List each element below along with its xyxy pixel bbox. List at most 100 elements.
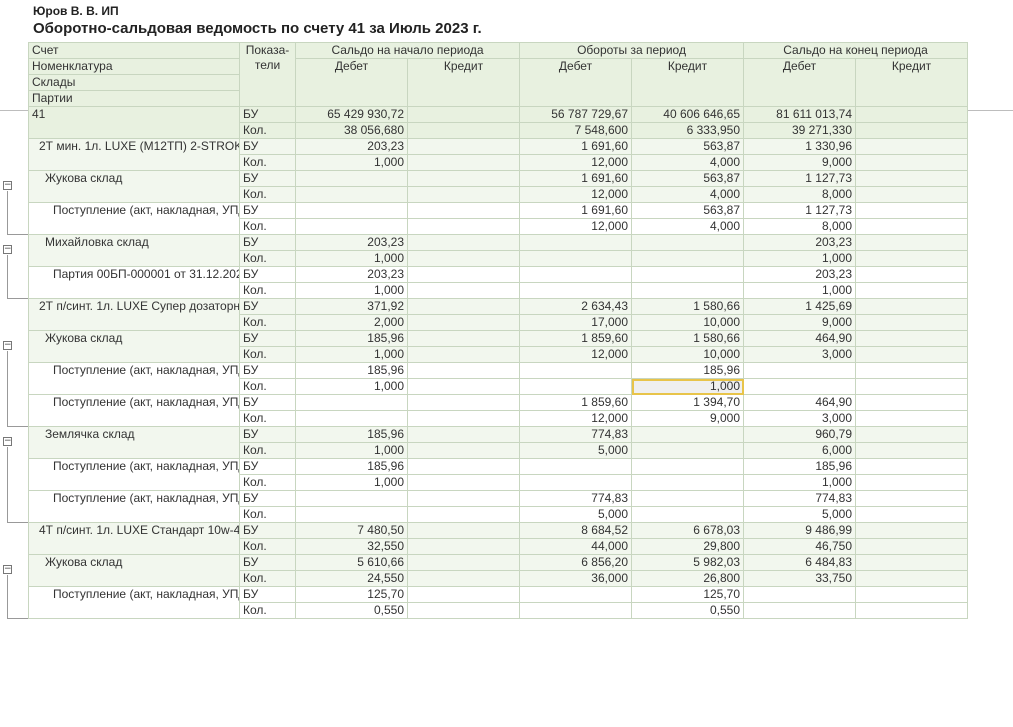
value-cell[interactable]: 0,550: [630, 602, 745, 619]
value-cell[interactable]: [295, 410, 408, 427]
row-name[interactable]: 41: [28, 106, 240, 139]
value-cell[interactable]: 1 127,73: [743, 170, 857, 187]
row-name[interactable]: 2Т мин. 1л. LUXE (M12ТП) 2-STROKE API TB…: [28, 138, 240, 171]
value-cell[interactable]: 1 425,69: [743, 298, 857, 315]
value-cell[interactable]: [407, 602, 520, 619]
value-cell[interactable]: [855, 490, 969, 507]
value-cell[interactable]: [855, 426, 969, 443]
value-cell[interactable]: 65 429 930,72: [295, 106, 408, 123]
value-cell[interactable]: [407, 570, 520, 587]
value-cell[interactable]: [407, 122, 520, 139]
value-cell[interactable]: 4,000: [630, 154, 745, 171]
value-cell[interactable]: [855, 442, 969, 459]
value-cell[interactable]: [407, 186, 520, 203]
value-cell[interactable]: 1 394,70: [630, 394, 745, 411]
value-cell[interactable]: 9 486,99: [743, 522, 857, 539]
value-cell[interactable]: 203,23: [295, 138, 408, 155]
value-cell[interactable]: 185,96: [630, 362, 745, 379]
collapse-group-icon[interactable]: −: [3, 435, 12, 446]
value-cell[interactable]: 32,550: [295, 538, 408, 555]
value-cell[interactable]: 9,000: [630, 410, 745, 427]
value-cell[interactable]: [855, 394, 969, 411]
value-cell[interactable]: 5 982,03: [630, 554, 745, 571]
value-cell[interactable]: 10,000: [630, 314, 745, 331]
value-cell[interactable]: 464,90: [743, 394, 857, 411]
value-cell[interactable]: [519, 282, 632, 299]
value-cell[interactable]: [407, 298, 520, 315]
value-cell[interactable]: [630, 458, 745, 475]
row-name[interactable]: Жукова склад: [28, 330, 240, 363]
value-cell[interactable]: 185,96: [743, 458, 857, 475]
row-name[interactable]: Партия 00БП-000001 от 31.12.2022 6:00:00: [28, 266, 240, 299]
indicator-cell[interactable]: Кол.: [239, 314, 296, 331]
value-cell[interactable]: [630, 474, 745, 491]
value-cell[interactable]: 5 610,66: [295, 554, 408, 571]
value-cell[interactable]: 36,000: [519, 570, 632, 587]
value-cell[interactable]: 26,800: [630, 570, 745, 587]
value-cell[interactable]: 12,000: [519, 410, 632, 427]
value-cell[interactable]: [407, 394, 520, 411]
value-cell[interactable]: [407, 346, 520, 363]
indicator-cell[interactable]: Кол.: [239, 218, 296, 235]
value-cell[interactable]: 1 859,60: [519, 394, 632, 411]
indicator-cell[interactable]: Кол.: [239, 602, 296, 619]
value-cell[interactable]: 10,000: [630, 346, 745, 363]
value-cell[interactable]: [519, 250, 632, 267]
value-cell[interactable]: [407, 106, 520, 123]
value-cell[interactable]: 38 056,680: [295, 122, 408, 139]
value-cell[interactable]: 33,750: [743, 570, 857, 587]
value-cell[interactable]: 6 333,950: [630, 122, 745, 139]
indicator-cell[interactable]: БУ: [239, 298, 296, 315]
indicator-cell[interactable]: БУ: [239, 202, 296, 219]
row-name[interactable]: Поступление (акт, накладная, УПД) 00НФ-0…: [28, 362, 240, 395]
value-cell[interactable]: 1 127,73: [743, 202, 857, 219]
value-cell[interactable]: [630, 266, 745, 283]
value-cell[interactable]: [855, 362, 969, 379]
value-cell[interactable]: [855, 330, 969, 347]
value-cell[interactable]: [407, 330, 520, 347]
value-cell[interactable]: 2,000: [295, 314, 408, 331]
value-cell[interactable]: [407, 282, 520, 299]
value-cell[interactable]: 24,550: [295, 570, 408, 587]
row-name[interactable]: Жукова склад: [28, 170, 240, 203]
value-cell[interactable]: [519, 266, 632, 283]
value-cell[interactable]: 125,70: [630, 586, 745, 603]
collapse-group-icon[interactable]: −: [3, 243, 12, 254]
value-cell[interactable]: [855, 458, 969, 475]
value-cell[interactable]: [407, 426, 520, 443]
indicator-cell[interactable]: Кол.: [239, 154, 296, 171]
value-cell[interactable]: [407, 234, 520, 251]
value-cell[interactable]: 8,000: [743, 218, 857, 235]
value-cell[interactable]: [407, 218, 520, 235]
collapse-group-icon[interactable]: −: [3, 563, 12, 574]
value-cell[interactable]: 46,750: [743, 538, 857, 555]
value-cell[interactable]: [855, 202, 969, 219]
value-cell[interactable]: [855, 154, 969, 171]
value-cell[interactable]: [855, 122, 969, 139]
value-cell[interactable]: 774,83: [519, 490, 632, 507]
indicator-cell[interactable]: БУ: [239, 554, 296, 571]
indicator-cell[interactable]: Кол.: [239, 538, 296, 555]
value-cell[interactable]: [630, 506, 745, 523]
value-cell[interactable]: [855, 170, 969, 187]
indicator-cell[interactable]: БУ: [239, 458, 296, 475]
indicator-cell[interactable]: Кол.: [239, 186, 296, 203]
indicator-cell[interactable]: Кол.: [239, 506, 296, 523]
value-cell[interactable]: [519, 362, 632, 379]
value-cell[interactable]: [519, 458, 632, 475]
value-cell[interactable]: [407, 138, 520, 155]
value-cell[interactable]: 6 678,03: [630, 522, 745, 539]
value-cell[interactable]: [855, 266, 969, 283]
row-name[interactable]: 4Т п/синт. 1л. LUXE Стандарт 10w-40 Масл…: [28, 522, 240, 555]
row-name[interactable]: Поступление (акт, накладная, УПД) 00НФ-0…: [28, 490, 240, 523]
value-cell[interactable]: 203,23: [743, 266, 857, 283]
value-cell[interactable]: [855, 586, 969, 603]
value-cell[interactable]: 7 548,600: [519, 122, 632, 139]
value-cell[interactable]: [630, 282, 745, 299]
value-cell[interactable]: 6,000: [743, 442, 857, 459]
value-cell[interactable]: [519, 474, 632, 491]
value-cell[interactable]: 12,000: [519, 186, 632, 203]
value-cell[interactable]: [630, 234, 745, 251]
value-cell[interactable]: [855, 602, 969, 619]
indicator-cell[interactable]: БУ: [239, 362, 296, 379]
